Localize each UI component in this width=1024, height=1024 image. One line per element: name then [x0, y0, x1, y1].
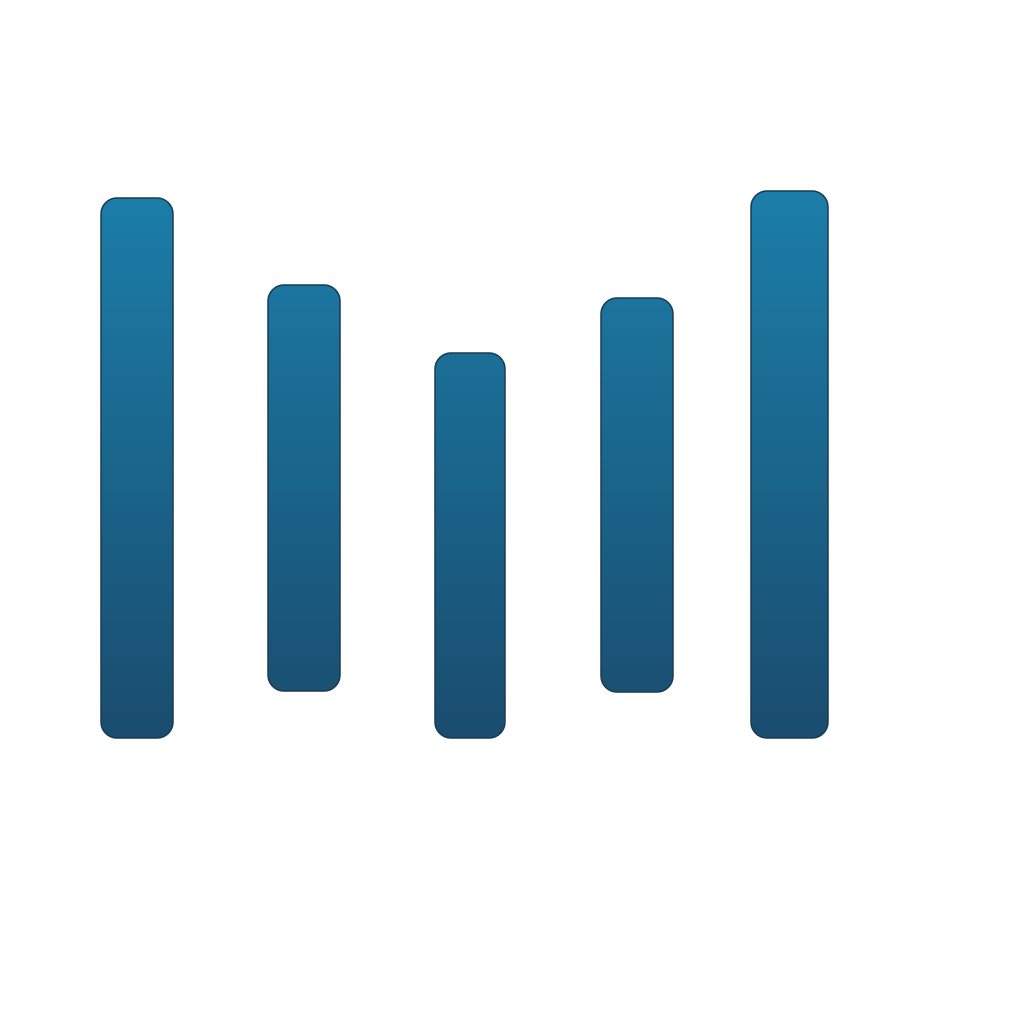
bar-5	[750, 190, 829, 739]
bar-1	[100, 197, 174, 739]
bar-3	[434, 352, 506, 739]
bar-4	[600, 297, 674, 693]
bar-2	[267, 284, 341, 692]
bars-group	[100, 190, 829, 739]
